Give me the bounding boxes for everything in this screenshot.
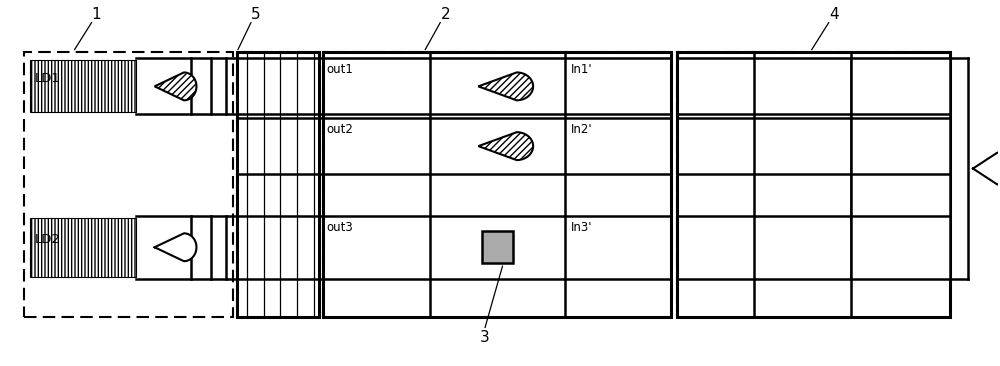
Text: LD1: LD1 [35, 72, 61, 85]
Bar [851, 59, 950, 279]
Text: 2: 2 [440, 7, 450, 22]
Text: out2: out2 [327, 123, 354, 136]
Bar [677, 52, 950, 317]
Text: out3: out3 [327, 221, 353, 234]
Text: 3: 3 [480, 330, 490, 345]
Text: In1': In1' [571, 63, 592, 76]
Bar [30, 60, 136, 112]
Polygon shape [973, 153, 1000, 184]
Bar [677, 52, 950, 317]
Bar [237, 52, 319, 317]
Text: out1: out1 [327, 63, 354, 76]
Bar [30, 218, 136, 277]
Bar [482, 231, 513, 263]
Polygon shape [155, 72, 196, 100]
Bar [323, 52, 671, 317]
Bar [237, 52, 319, 317]
Bar [24, 52, 233, 317]
Bar [323, 52, 671, 317]
Polygon shape [478, 132, 533, 160]
Text: In2': In2' [571, 123, 592, 136]
Polygon shape [155, 233, 196, 261]
Text: 4: 4 [829, 7, 839, 22]
Polygon shape [478, 72, 533, 100]
Text: LD2: LD2 [35, 233, 61, 246]
Text: 1: 1 [92, 7, 101, 22]
Text: 5: 5 [251, 7, 261, 22]
Text: In3': In3' [571, 221, 592, 234]
